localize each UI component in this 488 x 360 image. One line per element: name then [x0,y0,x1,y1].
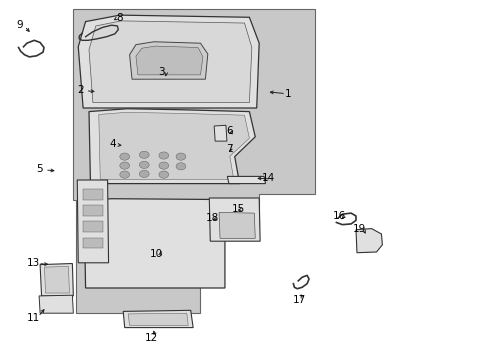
Polygon shape [78,15,259,108]
Text: 10: 10 [150,249,163,259]
Circle shape [120,153,129,160]
Text: 4: 4 [109,139,116,149]
Circle shape [120,162,129,169]
Polygon shape [83,189,102,200]
Polygon shape [355,229,382,253]
Text: 13: 13 [26,258,40,268]
Text: 11: 11 [26,312,40,323]
Text: 19: 19 [352,224,366,234]
Circle shape [159,152,168,159]
Polygon shape [84,199,259,288]
Polygon shape [83,221,102,232]
Circle shape [159,162,168,169]
Text: 2: 2 [77,85,84,95]
Polygon shape [214,125,226,141]
Text: 17: 17 [292,294,305,305]
Text: 16: 16 [332,211,346,221]
Text: 15: 15 [231,204,245,214]
Polygon shape [83,205,102,216]
Polygon shape [227,176,265,184]
Text: 12: 12 [144,333,158,343]
Polygon shape [123,310,193,328]
Polygon shape [136,46,203,75]
Text: 8: 8 [116,13,123,23]
Polygon shape [83,238,102,248]
Text: 5: 5 [36,164,42,174]
Polygon shape [128,313,188,325]
Circle shape [176,163,185,170]
Polygon shape [40,264,73,296]
Polygon shape [89,21,251,103]
Polygon shape [219,212,255,238]
Text: 14: 14 [261,173,274,183]
Text: 3: 3 [158,67,164,77]
Polygon shape [89,109,255,184]
Circle shape [176,153,185,160]
Circle shape [139,170,149,177]
Circle shape [159,171,168,178]
Text: 18: 18 [205,213,219,223]
Text: 7: 7 [226,144,233,154]
Polygon shape [77,180,108,263]
Polygon shape [44,266,69,293]
Text: 1: 1 [285,89,291,99]
Text: 9: 9 [16,20,23,30]
Circle shape [120,171,129,178]
Polygon shape [99,112,249,179]
Circle shape [139,151,149,158]
Polygon shape [73,9,315,313]
Circle shape [139,161,149,168]
Polygon shape [39,295,73,313]
Text: 6: 6 [226,126,233,136]
Polygon shape [129,42,207,79]
Polygon shape [209,198,260,241]
